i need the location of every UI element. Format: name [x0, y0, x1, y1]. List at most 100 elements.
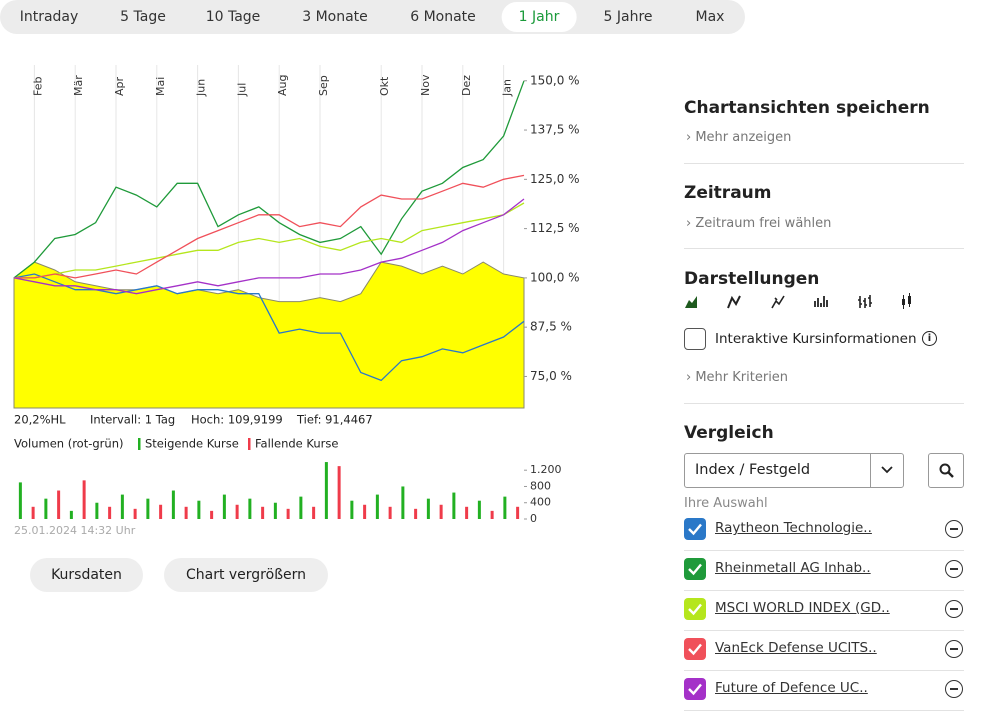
separator [684, 248, 964, 249]
x-tick-label: Sep [317, 75, 330, 96]
line [14, 174, 525, 279]
volume-bar [490, 510, 494, 519]
chart-info: 20,2%HL [14, 413, 66, 427]
volume-bar [82, 480, 86, 519]
chart: Feb Mär Apr Mai Jun Jul Aug Sep Okt Nov Dez Jan 75,0… [13, 65, 580, 537]
line [13, 198, 525, 295]
checkbox[interactable] [684, 638, 706, 660]
separator [684, 710, 964, 711]
volume-bar [31, 506, 35, 519]
separator [684, 163, 964, 164]
checkmark [688, 523, 702, 536]
section-title: Zeitraum [684, 183, 772, 203]
volume-bar [299, 496, 303, 519]
remove-button[interactable] [945, 520, 963, 538]
volume-title: Volumen (rot-grün) [14, 437, 123, 451]
chart-type-icons[interactable] [684, 292, 924, 312]
remove-button[interactable] [945, 560, 963, 578]
volume-bar [108, 506, 112, 519]
checkmark [688, 563, 702, 576]
y-tick-label: 0 [530, 512, 537, 525]
volume-bar [452, 492, 456, 519]
volume-bar [426, 498, 430, 519]
link-text[interactable]: Mehr Kriterien [695, 370, 789, 385]
compare-item[interactable]: Raytheon Technologie.. [715, 520, 872, 536]
volume-bar [222, 494, 226, 519]
volume-bar [465, 506, 469, 519]
volume-bar [159, 504, 163, 519]
y-tick-label: 75,0 % [530, 369, 572, 383]
volume-bar [439, 504, 443, 519]
legend-label: Fallende Kurse [255, 437, 338, 451]
button[interactable]: Chart vergrößern [164, 558, 328, 592]
volume-bar [363, 504, 367, 519]
section-title: Vergleich [684, 423, 774, 443]
y-tick-label: 87,5 % [530, 320, 572, 334]
checkbox[interactable] [684, 598, 706, 620]
y-tick-label: 137,5 % [530, 123, 580, 137]
checkbox[interactable] [684, 518, 706, 540]
x-tick-label: Mai [154, 77, 167, 96]
button[interactable]: Kursdaten [30, 558, 143, 592]
tab[interactable]: Intraday [19, 9, 79, 25]
separator [684, 590, 964, 591]
remove-button[interactable] [945, 600, 963, 618]
link[interactable]: › Mehr anzeigen [686, 130, 792, 145]
select-text: Index / Festgeld [695, 462, 811, 478]
compare-item[interactable]: MSCI WORLD INDEX (GD.. [715, 600, 890, 616]
volume-bar [57, 490, 61, 519]
select[interactable]: Index / Festgeld [684, 453, 904, 488]
tab[interactable]: 6 Monate [410, 9, 476, 25]
search-button[interactable] [928, 453, 964, 488]
search-icon [939, 463, 954, 478]
volume-bar [375, 494, 379, 519]
line [13, 273, 525, 382]
separator [684, 670, 964, 671]
x-tick-label: Jul [235, 83, 248, 97]
section-title: Chartansichten speichern [684, 98, 930, 118]
volume-bar [337, 466, 341, 519]
legend-label: Steigende Kurse [145, 437, 239, 451]
tab[interactable]: 1 Jahr [501, 2, 577, 32]
tab[interactable]: Max [695, 9, 725, 25]
checkbox[interactable] [684, 558, 706, 580]
compare-item[interactable]: Future of Defence UC.. [715, 680, 868, 696]
compare-item[interactable]: VanEck Defense UCITS.. [715, 640, 877, 656]
tab[interactable]: 5 Tage [120, 9, 166, 25]
chart-info: Intervall: 1 Tag [90, 413, 175, 427]
x-tick-label: Nov [419, 74, 432, 96]
checkmark [688, 603, 702, 616]
volume-bar [120, 494, 124, 519]
volume-bar [324, 462, 328, 519]
volume-bar [95, 502, 99, 519]
divider [870, 454, 871, 487]
tab[interactable]: 3 Monate [302, 9, 368, 25]
volume-bar [261, 506, 265, 519]
checkbox[interactable] [684, 678, 706, 700]
separator [684, 403, 964, 404]
legend-swatch [138, 438, 141, 450]
compare-item[interactable]: Rheinmetall AG Inhab.. [715, 560, 871, 576]
volume-bar [235, 504, 239, 519]
volume-bar [210, 510, 214, 519]
x-tick-label: Aug [276, 75, 289, 96]
volume-bar [197, 500, 201, 519]
info-icon[interactable]: i [922, 331, 937, 346]
volume-bar [18, 482, 22, 519]
link[interactable]: › Mehr Kriterien [686, 370, 789, 385]
volume-bar [248, 498, 252, 519]
link-text[interactable]: Zeitraum frei wählen [695, 216, 832, 231]
remove-button[interactable] [945, 680, 963, 698]
volume-bar [69, 510, 73, 519]
volume-bar [503, 496, 507, 519]
checkbox[interactable] [684, 328, 706, 350]
remove-button[interactable] [945, 640, 963, 658]
area [13, 261, 525, 409]
tab[interactable]: 5 Jahre [603, 9, 653, 25]
link[interactable]: › Zeitraum frei wählen [686, 216, 832, 231]
separator [684, 550, 964, 551]
tab[interactable]: 10 Tage [205, 9, 261, 25]
link-text[interactable]: Mehr anzeigen [695, 130, 792, 145]
y-tick-label: 800 [530, 479, 551, 492]
